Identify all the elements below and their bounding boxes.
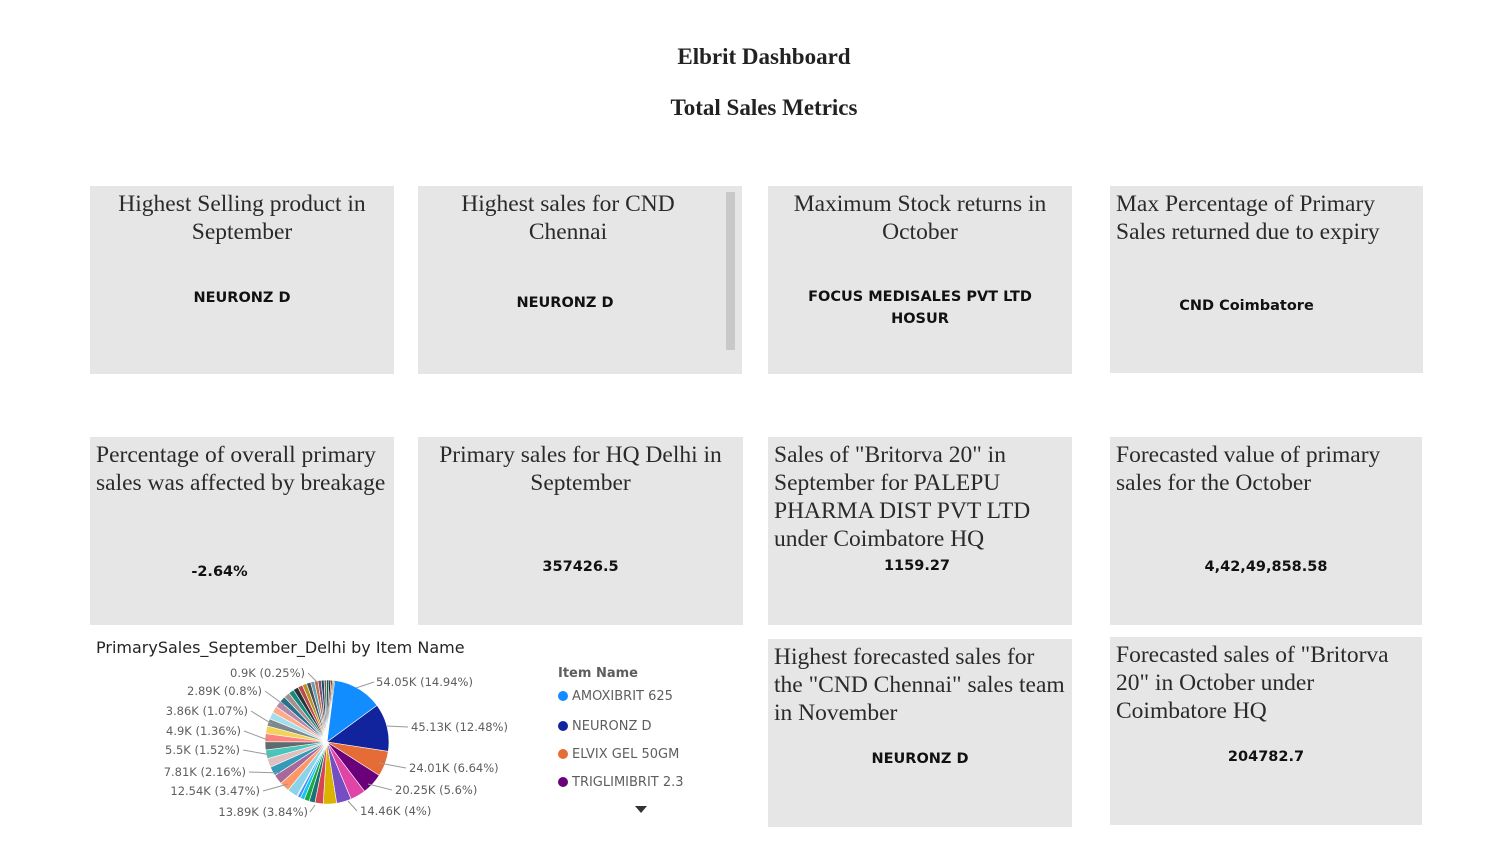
- card-question: Highest Selling product in September: [118, 191, 366, 245]
- card-answer: 204782.7: [1227, 749, 1305, 765]
- card-question: Forecasted sales of "Britorva 20" in Oct…: [1116, 642, 1389, 724]
- pie-leader-line: [264, 690, 285, 706]
- card-scrollbar[interactable]: [726, 192, 735, 350]
- pie-chart-title: PrimarySales_September_Delhi by Item Nam…: [96, 638, 465, 657]
- pie-label: 2.89K (0.8%): [187, 684, 262, 698]
- legend-item-amoxibrit[interactable]: AMOXIBRIT 625: [558, 689, 673, 709]
- pie-slice[interactable]: [326, 680, 336, 743]
- card-max-percentage-expiry-returns[interactable]: Max Percentage of Primary Sales returned…: [1110, 186, 1423, 373]
- pie-label: 54.05K (14.94%): [376, 675, 473, 689]
- card-answer: CND Coimbatore: [1179, 298, 1314, 314]
- legend-item-elvix[interactable]: ELVIX GEL 50GM: [558, 747, 679, 767]
- pie-label: 3.86K (1.07%): [166, 704, 248, 718]
- pie-leader-line: [248, 771, 281, 774]
- legend-scroll-down-icon[interactable]: [635, 806, 647, 813]
- pie-label: 5.5K (1.52%): [165, 743, 240, 757]
- pie-label: 13.89K (3.84%): [218, 805, 308, 819]
- card-breakage-percentage[interactable]: Percentage of overall primary sales was …: [90, 437, 394, 625]
- card-question: Forecasted value of primary sales for th…: [1116, 442, 1381, 496]
- card-highest-selling-september[interactable]: Highest Selling product in September NEU…: [90, 186, 394, 374]
- dashboard-subtitle: Total Sales Metrics: [670, 95, 858, 120]
- card-forecast-cnd-chennai-november[interactable]: Highest forecasted sales for the "CND Ch…: [768, 639, 1072, 827]
- card-question: Max Percentage of Primary Sales returned…: [1116, 191, 1380, 245]
- card-answer: FOCUS MEDISALES PVT LTD HOSUR: [808, 289, 1032, 327]
- legend-label: ELVIX GEL 50GM: [572, 747, 680, 762]
- pie-leader-line: [309, 804, 316, 813]
- card-max-stock-returns-october[interactable]: Maximum Stock returns in October FOCUS M…: [768, 186, 1072, 374]
- pie-label: 24.01K (6.64%): [409, 761, 499, 775]
- card-question: Highest forecasted sales for the "CND Ch…: [774, 644, 1065, 726]
- card-question: Primary sales for HQ Delhi in September: [439, 442, 722, 496]
- card-answer: 4,42,49,858.58: [1204, 559, 1328, 575]
- pie-leader-line: [262, 783, 289, 792]
- pie-label: 4.9K (1.36%): [166, 724, 241, 738]
- pie-chart[interactable]: 54.05K (14.94%) 45.13K (12.48%) 24.01K (…: [150, 660, 530, 830]
- card-forecast-primary-october[interactable]: Forecasted value of primary sales for th…: [1110, 437, 1422, 625]
- card-primary-sales-delhi-september[interactable]: Primary sales for HQ Delhi in September …: [418, 437, 743, 625]
- legend-dot: [558, 749, 568, 759]
- card-highest-sales-cnd-chennai[interactable]: Highest sales for CND Chennai NEURONZ D: [418, 186, 742, 374]
- card-answer: -2.64%: [191, 564, 248, 580]
- pie-leader-line: [347, 800, 358, 812]
- legend-label: AMOXIBRIT 625: [572, 689, 673, 704]
- pie-leader-line: [307, 672, 318, 683]
- card-question: Percentage of overall primary sales was …: [96, 442, 386, 496]
- card-forecast-britorva-october[interactable]: Forecasted sales of "Britorva 20" in Oct…: [1110, 637, 1422, 825]
- legend-label: TRIGLIMIBRIT 2.3: [572, 775, 684, 790]
- pie-leader-line: [242, 749, 272, 756]
- legend-item-neuronz[interactable]: NEURONZ D: [558, 719, 652, 739]
- legend-dot: [558, 691, 568, 701]
- pie-leader-line: [250, 710, 273, 725]
- pie-leader-line: [355, 681, 375, 689]
- pie-label: 7.81K (2.16%): [164, 765, 246, 779]
- card-britorva-palepu-september[interactable]: Sales of "Britorva 20" in September for …: [768, 437, 1072, 625]
- dashboard-title: Elbrit Dashboard: [677, 44, 851, 69]
- pie-label: 20.25K (5.6%): [395, 783, 477, 797]
- card-answer: 1159.27: [883, 558, 951, 574]
- pie-leader-line: [243, 730, 269, 741]
- card-question: Sales of "Britorva 20" in September for …: [774, 442, 1031, 552]
- pie-leader-line: [378, 762, 407, 769]
- legend-title: Item Name: [558, 666, 638, 681]
- card-question: Highest sales for CND Chennai: [461, 191, 675, 245]
- pie-label: 12.54K (3.47%): [170, 784, 260, 798]
- pie-label: 0.9K (0.25%): [230, 666, 305, 680]
- card-answer: 357426.5: [542, 559, 619, 575]
- pie-slices[interactable]: [264, 679, 390, 805]
- card-answer: NEURONZ D: [871, 751, 969, 767]
- legend-dot: [558, 721, 568, 731]
- legend-label: NEURONZ D: [572, 719, 652, 734]
- card-answer: NEURONZ D: [516, 295, 614, 311]
- pie-leader-line: [367, 783, 393, 791]
- legend-dot: [558, 777, 568, 787]
- card-question: Maximum Stock returns in October: [793, 191, 1047, 245]
- pie-leader-line: [385, 725, 409, 728]
- pie-label: 14.46K (4%): [360, 804, 431, 818]
- card-answer: NEURONZ D: [193, 290, 291, 306]
- pie-label: 45.13K (12.48%): [411, 720, 508, 734]
- legend-item-triglimibrit[interactable]: TRIGLIMIBRIT 2.3: [558, 775, 684, 795]
- pie-leader-lines: [242, 672, 409, 813]
